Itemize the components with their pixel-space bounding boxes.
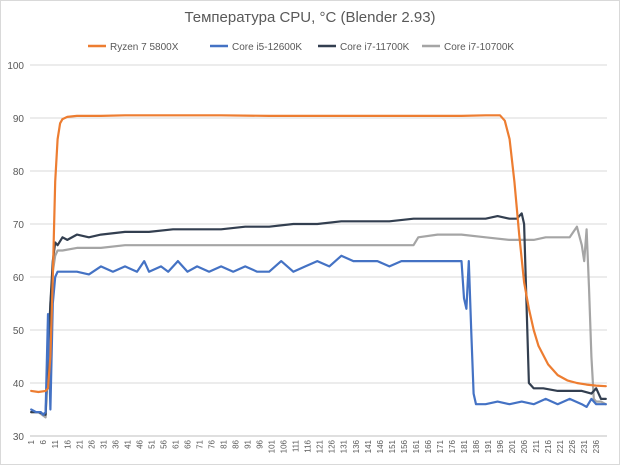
y-tick-label: 60 (13, 273, 25, 284)
x-tick-label: 206 (520, 439, 529, 453)
plot-area (30, 114, 607, 419)
x-tick-label: 101 (268, 439, 277, 453)
x-tick-label: 1 (27, 439, 36, 444)
x-tick-label: 186 (472, 439, 481, 453)
x-tick-label: 21 (75, 439, 84, 448)
x-axis: 1 6 11 16 21 26 31 36 41 46 51 56 61 66 71 76 81 86 91 96 10… (27, 435, 607, 453)
series-line-core-i7-11700k (30, 212, 607, 416)
x-tick-label: 51 (147, 439, 156, 448)
series-line-core-i5-12600k (30, 254, 607, 416)
legend-label: Core i5-12600K (232, 42, 302, 53)
x-tick-label: 166 (424, 439, 433, 453)
x-tick-label: 36 (111, 439, 120, 448)
legend-item: Core i7-11700K (318, 42, 410, 53)
x-tick-label: 176 (448, 439, 457, 453)
x-tick-label: 221 (556, 439, 565, 453)
x-tick-label: 6 (39, 439, 48, 444)
x-tick-label: 231 (580, 439, 589, 453)
x-tick-label: 56 (159, 439, 168, 448)
chart-title: Температура CPU, °С (Blender 2.93) (184, 9, 435, 26)
x-tick-label: 41 (123, 439, 132, 448)
x-tick-label: 96 (256, 439, 265, 448)
x-tick-label: 216 (544, 439, 553, 453)
x-tick-label: 106 (280, 439, 289, 453)
series-line-core-i7-10700k (30, 225, 607, 419)
y-tick-label: 30 (13, 432, 25, 443)
x-tick-label: 226 (568, 439, 577, 453)
x-tick-label: 236 (592, 439, 601, 453)
legend-item: Core i7-10700K (422, 42, 514, 53)
series-line-ryzen-7-5800x (30, 114, 607, 394)
x-tick-label: 71 (195, 439, 204, 448)
y-tick-label: 90 (13, 114, 25, 125)
x-tick-label: 16 (63, 439, 72, 448)
legend-item: Ryzen 7 5800X (88, 42, 179, 53)
x-tick-label: 191 (484, 439, 493, 453)
x-tick-label: 116 (304, 439, 313, 452)
legend: Ryzen 7 5800X Core i5-12600K Core i7-11700… (88, 42, 514, 53)
y-tick-label: 40 (13, 379, 25, 390)
x-tick-label: 136 (352, 439, 361, 453)
x-tick-label: 181 (460, 439, 469, 453)
legend-label: Core i7-10700K (444, 42, 514, 53)
x-tick-label: 211 (532, 439, 541, 452)
x-tick-label: 31 (99, 439, 108, 448)
x-tick-label: 76 (208, 439, 217, 448)
y-tick-label: 80 (13, 167, 25, 178)
x-tick-label: 111 (292, 439, 301, 452)
legend-label: Ryzen 7 5800X (110, 42, 179, 53)
legend-item: Core i5-12600K (210, 42, 302, 53)
x-tick-label: 196 (496, 439, 505, 453)
x-tick-label: 126 (328, 439, 337, 453)
x-tick-label: 46 (135, 439, 144, 448)
x-tick-label: 141 (364, 439, 373, 453)
x-tick-label: 86 (232, 439, 241, 448)
x-tick-label: 61 (171, 439, 180, 448)
y-axis: 30 40 50 60 70 80 90 100 (7, 61, 24, 443)
y-tick-label: 100 (7, 61, 24, 72)
x-tick-label: 11 (51, 439, 60, 448)
x-tick-label: 151 (388, 439, 397, 453)
y-tick-label: 70 (13, 220, 25, 231)
x-tick-label: 91 (244, 439, 253, 448)
legend-label: Core i7-11700K (340, 42, 410, 53)
x-tick-label: 146 (376, 439, 385, 453)
x-tick-label: 171 (436, 439, 445, 453)
x-tick-label: 81 (220, 439, 229, 448)
x-tick-label: 121 (316, 439, 325, 453)
x-tick-label: 66 (183, 439, 192, 448)
x-tick-label: 161 (412, 439, 421, 453)
y-tick-label: 50 (13, 326, 25, 337)
x-tick-label: 26 (87, 439, 96, 448)
x-tick-label: 156 (400, 439, 409, 453)
x-tick-label: 201 (508, 439, 517, 453)
x-tick-label: 131 (340, 439, 349, 453)
